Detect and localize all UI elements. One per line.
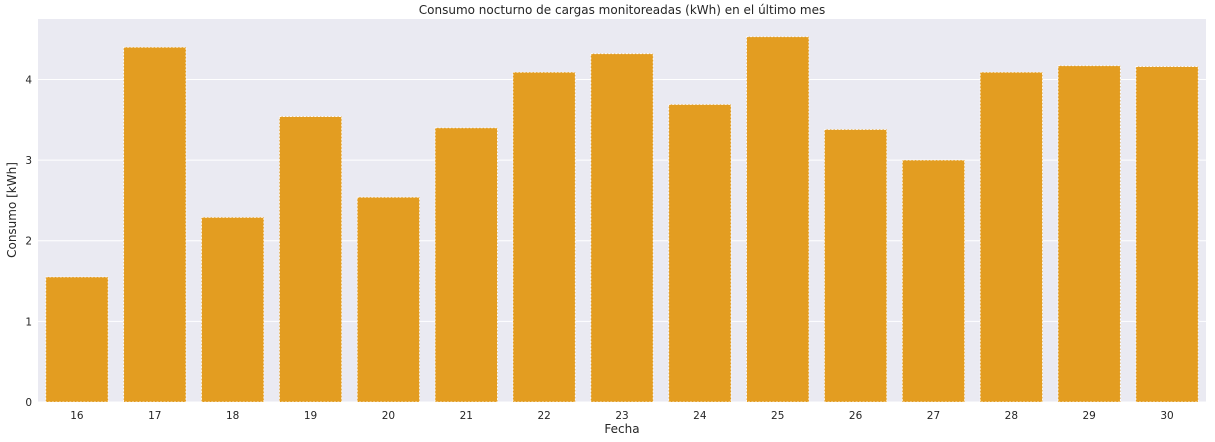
x-tick-label: 22 [537, 410, 550, 422]
bar-16 [45, 276, 109, 403]
x-tick-label: 29 [1083, 410, 1096, 422]
bar-22 [512, 71, 576, 403]
x-tick-label: 23 [615, 410, 628, 422]
x-tick-label: 18 [226, 410, 239, 422]
bar-26 [824, 129, 888, 403]
x-tick-label: 16 [70, 410, 84, 422]
chart-title: Consumo nocturno de cargas monitoreadas … [419, 3, 825, 17]
bar-28 [979, 71, 1043, 403]
x-tick-labels: 16 17 18 19 20 21 22 23 24 25 26 27 28 29 30 [70, 410, 1174, 422]
y-tick-labels: 0 1 2 3 4 [25, 74, 32, 409]
y-axis-label: Consumo [kWh] [5, 162, 19, 258]
y-tick-label: 2 [25, 236, 32, 248]
x-tick-label: 27 [927, 410, 940, 422]
bar-19 [278, 116, 343, 403]
bar-21 [434, 127, 498, 403]
x-tick-label: 17 [148, 410, 161, 422]
x-tick-label: 24 [693, 410, 707, 422]
bar-24 [668, 104, 732, 403]
bar-17 [123, 46, 187, 403]
x-tick-label: 30 [1160, 410, 1173, 422]
x-tick-label: 28 [1005, 410, 1018, 422]
bars [45, 36, 1199, 403]
x-tick-label: 19 [304, 410, 317, 422]
bar-25 [746, 36, 810, 403]
x-axis-label: Fecha [604, 422, 639, 436]
bar-18 [201, 216, 265, 403]
bar-20 [356, 196, 420, 403]
x-tick-label: 20 [382, 410, 395, 422]
x-tick-label: 25 [771, 410, 784, 422]
y-tick-label: 3 [25, 155, 32, 167]
bar-30 [1135, 66, 1199, 403]
bar-27 [901, 159, 966, 403]
y-tick-label: 0 [25, 397, 32, 409]
y-tick-label: 1 [25, 316, 32, 328]
x-tick-label: 21 [460, 410, 473, 422]
x-tick-label: 26 [849, 410, 863, 422]
bar-29 [1057, 65, 1121, 403]
bar-23 [590, 53, 654, 403]
y-tick-label: 4 [25, 74, 32, 86]
